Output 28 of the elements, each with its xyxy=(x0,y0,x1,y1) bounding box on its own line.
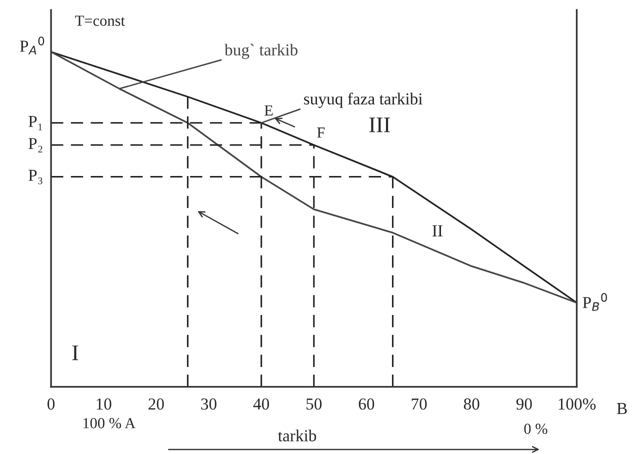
annotation: III xyxy=(369,118,390,132)
text: B xyxy=(616,403,627,414)
annotation: F xyxy=(317,128,325,138)
x-tick-label: 20 xyxy=(148,398,164,410)
text: 100 % A xyxy=(83,418,136,428)
x-tick-label: 0 xyxy=(48,398,55,410)
text: T=const xyxy=(75,16,125,26)
x-tick-label: 10 xyxy=(96,398,112,410)
series-label: suyuq faza tarkibi xyxy=(304,92,422,108)
x-tick-label: 40 xyxy=(253,398,270,410)
annotation: P$_{A}$$^{0}$ xyxy=(20,36,44,54)
ref-line-label: P₃ xyxy=(28,170,42,184)
x-tick-label: 80 xyxy=(464,398,480,410)
x-tick-label: 70 xyxy=(412,398,427,410)
ref-line-label: P₂ xyxy=(28,138,42,152)
x-tick-label: 50 xyxy=(306,398,322,410)
ref-line-label: P₁ xyxy=(28,116,42,130)
text: tarkib xyxy=(278,430,316,442)
x-tick-label: 30 xyxy=(201,398,216,410)
annotation: P$_{B}$$^{0}$ xyxy=(582,293,608,311)
annotation: II xyxy=(432,225,442,236)
annotation: I xyxy=(72,346,78,360)
text: bug` tarkib xyxy=(224,44,298,59)
annotation: E xyxy=(264,105,273,116)
x-tick-label: 100% xyxy=(558,398,596,410)
x-tick-label: 90 xyxy=(516,398,532,410)
text: 0 % xyxy=(524,424,548,434)
x-tick-label: 60 xyxy=(358,398,374,410)
